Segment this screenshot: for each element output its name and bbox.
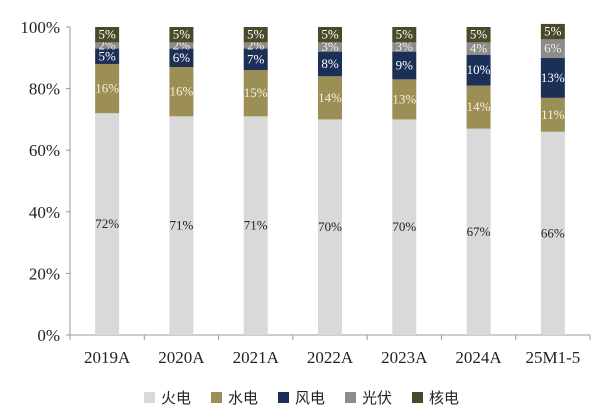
bar-segment	[466, 85, 491, 129]
data-label: 3%	[321, 39, 339, 54]
bar-segment	[392, 79, 417, 120]
data-label: 5%	[98, 48, 116, 63]
legend-item: 火电	[143, 387, 191, 408]
legend-swatch	[412, 391, 424, 403]
bar-segment	[540, 23, 565, 40]
bar-segment	[392, 119, 417, 336]
data-label: 13%	[392, 91, 416, 106]
x-tick-label: 2023A	[381, 348, 428, 367]
x-tick-label: 2024A	[455, 348, 502, 367]
data-label: 66%	[541, 225, 565, 240]
bar-segment	[169, 116, 194, 335]
bar-segment	[95, 27, 120, 43]
bar-segment	[243, 116, 268, 335]
data-label: 5%	[470, 27, 488, 42]
bar-segment	[392, 42, 417, 52]
legend-label: 风电	[294, 388, 325, 407]
bar-segment	[95, 42, 120, 49]
legend-swatch	[277, 391, 289, 403]
legend-label: 核电	[429, 388, 460, 407]
data-label: 7%	[247, 51, 265, 66]
data-label: 4%	[470, 41, 488, 56]
data-label: 6%	[173, 50, 191, 65]
bar-segment	[243, 42, 268, 49]
data-label: 5%	[173, 27, 191, 42]
legend-swatch	[210, 391, 222, 403]
data-label: 13%	[541, 70, 565, 85]
bar-segment	[318, 27, 342, 43]
legend-item: 水电	[210, 387, 258, 408]
stacked-bar-chart: 0%20%40%60%80%100%72%16%5%2%5%2019A71%16…	[20, 18, 591, 367]
y-tick-label: 0%	[37, 326, 60, 345]
bar-segment	[318, 51, 342, 77]
data-label: 16%	[170, 84, 194, 99]
x-tick-label: 25M1-5	[525, 348, 580, 367]
bar-segment	[466, 27, 491, 43]
data-label: 14%	[467, 99, 491, 114]
data-label: 8%	[321, 56, 339, 71]
data-label: 70%	[392, 219, 416, 234]
bar-segment	[95, 48, 120, 64]
bar-segment	[95, 63, 120, 114]
chart-legend: 火电 水电 风电 光伏 核电	[0, 384, 603, 410]
data-label: 5%	[247, 27, 265, 42]
y-tick-label: 100%	[20, 18, 60, 37]
data-label: 5%	[396, 27, 414, 42]
y-tick-label: 60%	[29, 141, 60, 160]
y-tick-label: 20%	[29, 264, 60, 283]
legend-swatch	[143, 391, 155, 403]
bar-segment	[169, 27, 194, 43]
data-label: 15%	[244, 85, 268, 100]
data-label: 16%	[95, 81, 119, 96]
data-label: 71%	[244, 218, 268, 233]
y-tick-label: 80%	[29, 80, 60, 99]
data-label: 5%	[98, 27, 116, 42]
bar-segment	[466, 42, 491, 55]
bar-segment	[318, 42, 342, 52]
legend-label: 火电	[160, 388, 191, 407]
bar-segment	[540, 39, 565, 58]
bar-segment	[169, 48, 194, 68]
legend-swatch	[345, 391, 356, 403]
bar-segment	[540, 57, 565, 98]
bar-segment	[392, 27, 417, 43]
bar-segment	[243, 70, 268, 117]
data-label: 14%	[318, 90, 342, 105]
data-label: 5%	[544, 24, 562, 39]
legend-item: 光伏	[345, 387, 392, 408]
data-label: 5%	[321, 27, 339, 42]
bar-segment	[466, 54, 491, 86]
bar-segment	[318, 119, 342, 336]
legend-item: 核电	[412, 387, 459, 408]
bar-segment	[540, 97, 565, 132]
data-label: 71%	[170, 218, 194, 233]
data-label: 72%	[95, 216, 119, 231]
bar-segment	[243, 48, 268, 71]
data-label: 6%	[544, 41, 562, 56]
bar-segment	[392, 51, 417, 80]
data-label: 11%	[541, 107, 565, 122]
bar-segment	[169, 67, 194, 117]
bar-segment	[243, 27, 268, 43]
bar-segment	[540, 131, 565, 335]
data-label: 70%	[318, 219, 342, 234]
bar-segment	[95, 113, 120, 336]
x-tick-label: 2022A	[307, 348, 354, 367]
data-label: 67%	[467, 224, 491, 239]
legend-label: 光伏	[362, 388, 393, 407]
x-tick-label: 2021A	[233, 348, 280, 367]
legend-label: 水电	[227, 388, 258, 407]
data-label: 9%	[396, 58, 414, 73]
y-tick-label: 40%	[29, 203, 60, 222]
bar-segment	[466, 128, 491, 335]
x-tick-label: 2020A	[158, 348, 205, 367]
bar-segment	[318, 76, 342, 120]
data-label: 10%	[467, 62, 491, 77]
data-label: 3%	[396, 39, 414, 54]
x-tick-label: 2019A	[84, 348, 131, 367]
bar-segment	[169, 42, 194, 49]
legend-item: 风电	[277, 387, 325, 408]
